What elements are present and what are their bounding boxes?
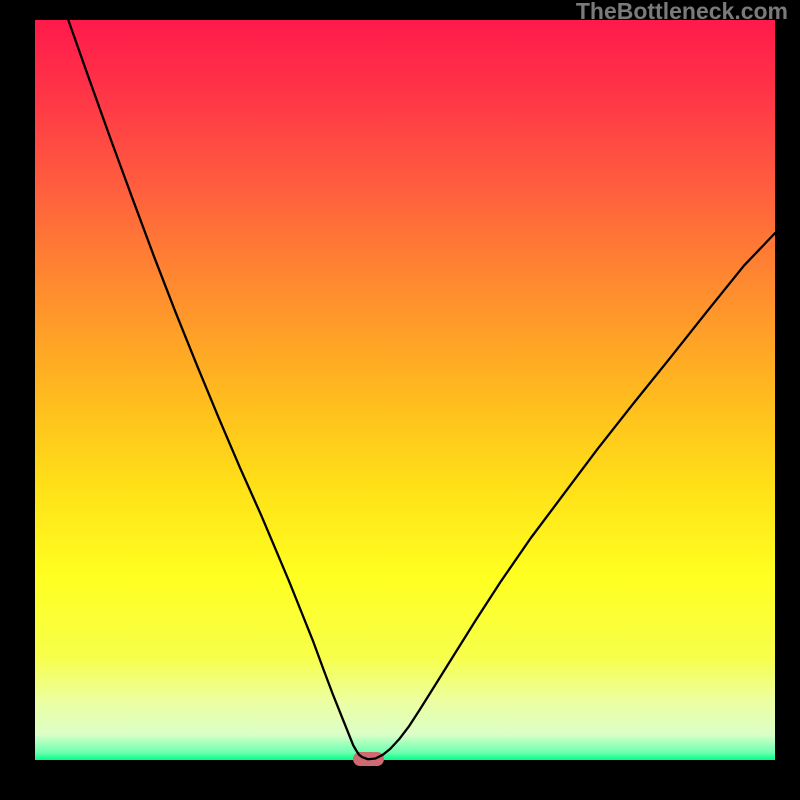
trough-marker — [353, 752, 384, 766]
plot-area — [35, 20, 775, 760]
watermark-text: TheBottleneck.com — [576, 0, 788, 25]
chart-outer: TheBottleneck.com — [0, 0, 800, 800]
